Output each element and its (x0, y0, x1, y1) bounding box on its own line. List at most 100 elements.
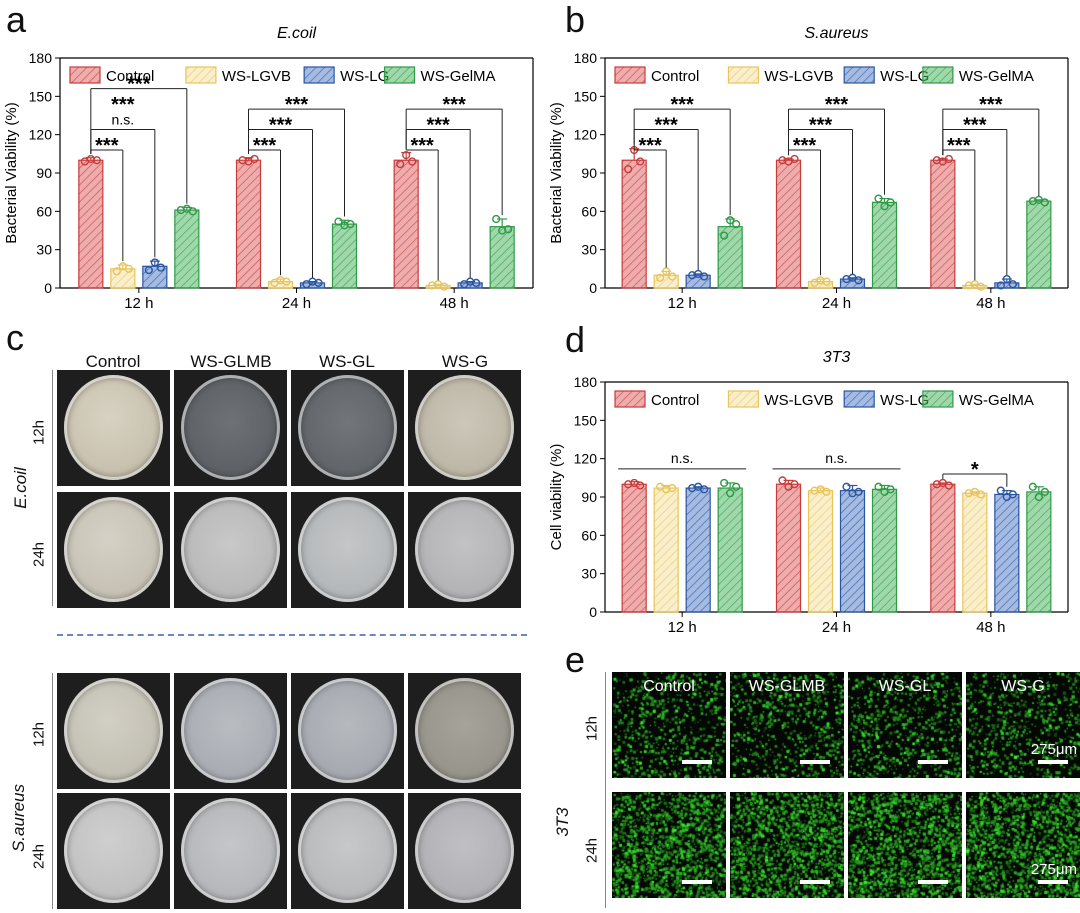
bar (930, 159, 956, 289)
agar-plate (174, 492, 287, 608)
agar-plate (408, 673, 521, 789)
data-point (492, 214, 501, 224)
data-point (874, 482, 883, 491)
data-point (822, 277, 831, 286)
plate-col-label: WS-GL (319, 352, 375, 371)
bar-chart-saureus: S.aureus 0 30 60 90 120 150 180 Bacterial Viabil… (548, 25, 1069, 312)
significance-label: *** (253, 135, 277, 157)
bar (685, 487, 711, 613)
agar-plate (57, 793, 170, 909)
bar (621, 483, 647, 613)
significance-label: n.s. (825, 450, 848, 466)
x-tick-label: 12 h (668, 619, 697, 636)
legend-swatch (185, 66, 217, 84)
significance-label: *** (963, 115, 987, 137)
data-point (778, 476, 787, 485)
panel-letter-e: e (565, 639, 586, 680)
data-point (624, 165, 633, 174)
fluorescence-col-label: Control (643, 678, 695, 695)
y-tick-label: 90 (581, 489, 597, 505)
x-tick-label: 48 h (440, 295, 469, 312)
significance-label: *** (947, 135, 971, 157)
data-point (1028, 482, 1037, 491)
bar (1026, 200, 1052, 289)
legend-label: WS-GelMA (959, 68, 1034, 85)
agar-plate (174, 673, 287, 789)
data-point (874, 194, 883, 203)
panel-c-agar-plates: Control WS-GLMB WS-GL WS-G E.coil S.aure… (0, 340, 545, 913)
data-point (976, 490, 985, 499)
data-point (662, 267, 671, 276)
chart-title: E.coil (277, 25, 317, 42)
y-tick-label: 180 (574, 50, 598, 66)
scale-bar (682, 760, 712, 764)
data-point (1034, 492, 1043, 502)
y-tick-label: 60 (581, 203, 597, 219)
legend-label: WS-GelMA (959, 392, 1034, 409)
significance-label: *** (654, 115, 678, 137)
data-point (346, 220, 355, 229)
legend-label: WS-LGVB (764, 68, 833, 85)
x-tick-label: 48 h (976, 619, 1005, 636)
data-point (790, 154, 799, 164)
x-tick-label: 24 h (822, 295, 851, 312)
legend-label: WS-LG (880, 68, 929, 85)
legend-label: WS-LGVB (222, 68, 291, 85)
scale-bar-label: 275μm (1030, 741, 1077, 758)
legend-swatch (614, 66, 646, 84)
row-label: 24h (30, 541, 48, 568)
agar-plate (408, 492, 521, 608)
bar (807, 490, 834, 613)
legend-label: WS-LG (880, 392, 929, 409)
y-tick-label: 30 (581, 242, 597, 258)
significance-label: *** (269, 115, 293, 137)
data-point (700, 272, 709, 281)
x-tick-label: 24 h (822, 619, 851, 636)
x-tick-label: 48 h (976, 295, 1005, 312)
significance-label: *** (410, 135, 434, 157)
data-point (472, 278, 481, 287)
group-bracket (52, 370, 53, 606)
legend-swatch (727, 390, 760, 408)
group-bracket (605, 672, 606, 908)
scale-bar (1038, 760, 1068, 764)
significance-label: *** (825, 94, 849, 116)
legend-swatch (614, 390, 646, 408)
bar (331, 223, 358, 289)
legend-label: WS-LG (340, 68, 389, 85)
fluorescence-image: WS-GLMB (730, 672, 844, 778)
scale-bar (1038, 880, 1068, 884)
data-point (156, 263, 165, 272)
group-bracket (52, 673, 53, 909)
bar (489, 226, 515, 289)
significance-label: *** (285, 94, 309, 116)
data-point (996, 281, 1005, 290)
bar (717, 487, 743, 613)
significance-label: *** (127, 74, 151, 96)
data-point (144, 266, 153, 275)
plate-col-label: WS-GLMB (190, 352, 272, 371)
data-point (668, 272, 677, 281)
legend-swatch (69, 66, 101, 84)
data-point (124, 264, 133, 273)
divider-line (57, 634, 527, 636)
row-label: 12h (30, 721, 48, 748)
y-tick-label: 90 (581, 165, 597, 181)
data-point (726, 489, 735, 498)
panel-letter-a: a (6, 0, 27, 40)
bar (930, 483, 956, 613)
y-axis-label: Bacterial Viability (%) (3, 102, 20, 243)
data-point (314, 278, 323, 287)
y-tick-label: 150 (574, 412, 598, 428)
legend-swatch (303, 66, 335, 84)
bar (994, 493, 1020, 613)
agar-plate (57, 370, 170, 486)
agar-plate (408, 370, 521, 486)
y-tick-label: 120 (29, 127, 53, 143)
group-label-saureus: S.aureus (9, 783, 28, 853)
bar (235, 159, 262, 289)
data-point (150, 258, 159, 267)
fluorescence-image (612, 792, 726, 898)
data-point (282, 277, 291, 286)
row-label: 24h (30, 843, 48, 870)
